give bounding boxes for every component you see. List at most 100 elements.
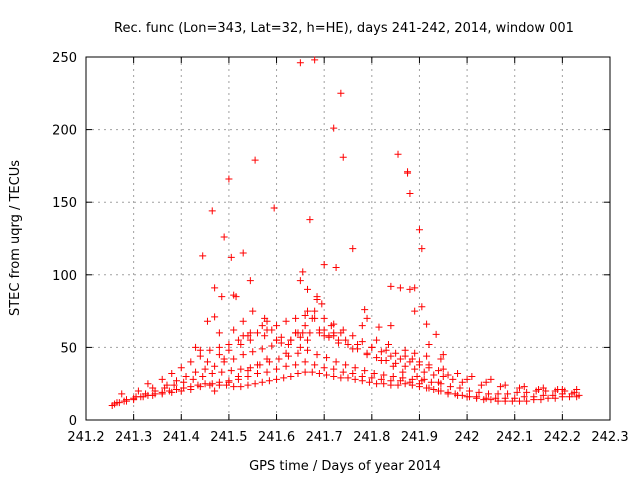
data-point xyxy=(158,375,166,383)
data-point xyxy=(349,370,357,378)
data-point xyxy=(196,383,204,391)
data-point xyxy=(158,390,166,398)
data-point xyxy=(430,386,438,394)
data-point xyxy=(439,365,447,373)
data-point xyxy=(349,345,357,353)
data-point xyxy=(487,396,495,404)
data-point xyxy=(268,326,276,334)
data-point xyxy=(294,349,302,357)
data-point xyxy=(373,354,381,362)
data-point xyxy=(325,333,333,341)
x-tick-label: 241.7 xyxy=(306,430,343,445)
data-point xyxy=(477,381,485,389)
data-point xyxy=(513,388,521,396)
data-point xyxy=(394,150,402,158)
data-point xyxy=(315,329,323,337)
data-point xyxy=(396,355,404,363)
data-point xyxy=(182,372,190,380)
data-point xyxy=(444,390,452,398)
data-point xyxy=(380,380,388,388)
data-point xyxy=(220,355,228,363)
data-point xyxy=(273,336,281,344)
data-point xyxy=(206,381,214,389)
data-point xyxy=(430,371,438,379)
data-point xyxy=(337,89,345,97)
data-point xyxy=(132,393,140,401)
x-axis-label: GPS time / Days of year 2014 xyxy=(249,459,441,474)
data-point xyxy=(361,306,369,314)
data-point xyxy=(301,322,309,330)
data-point xyxy=(368,343,376,351)
data-point xyxy=(308,368,316,376)
data-point xyxy=(377,348,385,356)
data-point xyxy=(173,386,181,394)
data-point xyxy=(361,367,369,375)
data-point xyxy=(113,399,121,407)
data-point xyxy=(530,393,538,401)
data-point xyxy=(449,375,457,383)
data-point xyxy=(411,349,419,357)
data-point xyxy=(199,372,207,380)
data-point xyxy=(187,358,195,366)
data-point xyxy=(418,303,426,311)
data-point xyxy=(344,374,352,382)
data-point xyxy=(373,380,381,388)
data-point xyxy=(249,348,257,356)
data-point xyxy=(473,393,481,401)
data-point xyxy=(365,378,373,386)
data-point xyxy=(330,329,338,337)
data-point xyxy=(358,338,366,346)
data-point xyxy=(501,381,509,389)
data-point xyxy=(287,372,295,380)
data-point xyxy=(401,346,409,354)
grid-lines xyxy=(86,57,610,420)
data-point xyxy=(363,351,371,359)
data-point xyxy=(332,358,340,366)
data-point xyxy=(277,333,285,341)
data-point xyxy=(296,277,304,285)
data-point xyxy=(408,375,416,383)
data-point xyxy=(301,311,309,319)
data-point xyxy=(282,362,290,370)
data-point xyxy=(535,386,543,394)
data-point xyxy=(523,397,531,405)
data-point xyxy=(435,387,443,395)
x-tick-label: 242.1 xyxy=(496,430,533,445)
data-point xyxy=(282,349,290,357)
data-point xyxy=(292,361,300,369)
data-point xyxy=(122,396,130,404)
data-point xyxy=(575,391,583,399)
data-point xyxy=(373,336,381,344)
data-point xyxy=(234,372,242,380)
data-point xyxy=(215,343,223,351)
data-point xyxy=(301,368,309,376)
data-point xyxy=(358,322,366,330)
data-point xyxy=(511,394,519,402)
data-point xyxy=(273,365,281,373)
data-point xyxy=(323,371,331,379)
data-point xyxy=(258,378,266,386)
data-point xyxy=(392,349,400,357)
data-point xyxy=(492,394,500,402)
data-point xyxy=(454,370,462,378)
data-point xyxy=(387,282,395,290)
data-point xyxy=(573,386,581,394)
data-point xyxy=(411,284,419,292)
data-point xyxy=(251,156,259,164)
data-point xyxy=(342,336,350,344)
data-point xyxy=(253,361,261,369)
data-point xyxy=(375,323,383,331)
data-point xyxy=(201,365,209,373)
data-point xyxy=(444,371,452,379)
data-point xyxy=(425,361,433,369)
data-point xyxy=(301,358,309,366)
data-point xyxy=(515,384,523,392)
data-point xyxy=(315,370,323,378)
x-tick-label: 241.6 xyxy=(258,430,295,445)
x-tick-label: 242.2 xyxy=(544,430,581,445)
data-point xyxy=(304,346,312,354)
data-point xyxy=(408,355,416,363)
data-point xyxy=(234,336,242,344)
data-point xyxy=(354,340,362,348)
data-point xyxy=(432,330,440,338)
